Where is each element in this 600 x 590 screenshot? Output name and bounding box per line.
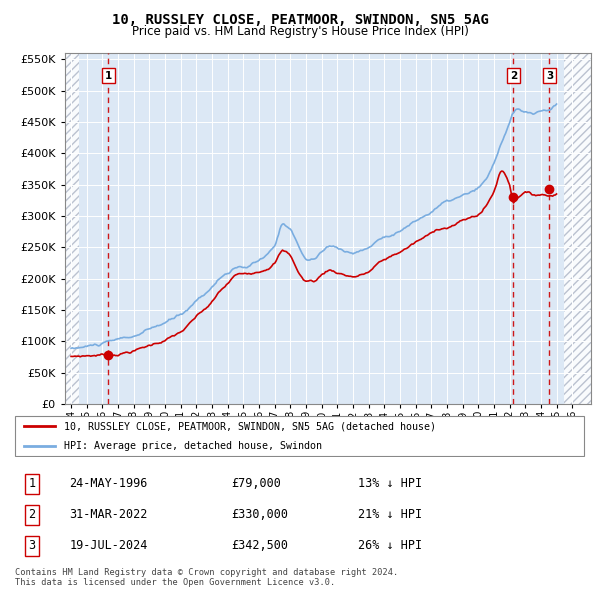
Text: 10, RUSSLEY CLOSE, PEATMOOR, SWINDON, SN5 5AG: 10, RUSSLEY CLOSE, PEATMOOR, SWINDON, SN…: [112, 13, 488, 27]
Text: 21% ↓ HPI: 21% ↓ HPI: [358, 508, 422, 522]
FancyBboxPatch shape: [15, 417, 584, 455]
Text: 26% ↓ HPI: 26% ↓ HPI: [358, 539, 422, 552]
Text: 24-MAY-1996: 24-MAY-1996: [70, 477, 148, 490]
Text: 2: 2: [29, 508, 36, 522]
Text: 31-MAR-2022: 31-MAR-2022: [70, 508, 148, 522]
Text: £342,500: £342,500: [231, 539, 288, 552]
Text: £79,000: £79,000: [231, 477, 281, 490]
Text: 13% ↓ HPI: 13% ↓ HPI: [358, 477, 422, 490]
Text: £330,000: £330,000: [231, 508, 288, 522]
Text: 3: 3: [29, 539, 36, 552]
Text: Price paid vs. HM Land Registry's House Price Index (HPI): Price paid vs. HM Land Registry's House …: [131, 25, 469, 38]
Text: 19-JUL-2024: 19-JUL-2024: [70, 539, 148, 552]
Text: 2: 2: [510, 71, 517, 81]
Text: HPI: Average price, detached house, Swindon: HPI: Average price, detached house, Swin…: [64, 441, 322, 451]
Text: Contains HM Land Registry data © Crown copyright and database right 2024.
This d: Contains HM Land Registry data © Crown c…: [15, 568, 398, 587]
Text: 10, RUSSLEY CLOSE, PEATMOOR, SWINDON, SN5 5AG (detached house): 10, RUSSLEY CLOSE, PEATMOOR, SWINDON, SN…: [64, 421, 436, 431]
Text: 3: 3: [546, 71, 553, 81]
Text: 1: 1: [105, 71, 112, 81]
Text: 1: 1: [29, 477, 36, 490]
